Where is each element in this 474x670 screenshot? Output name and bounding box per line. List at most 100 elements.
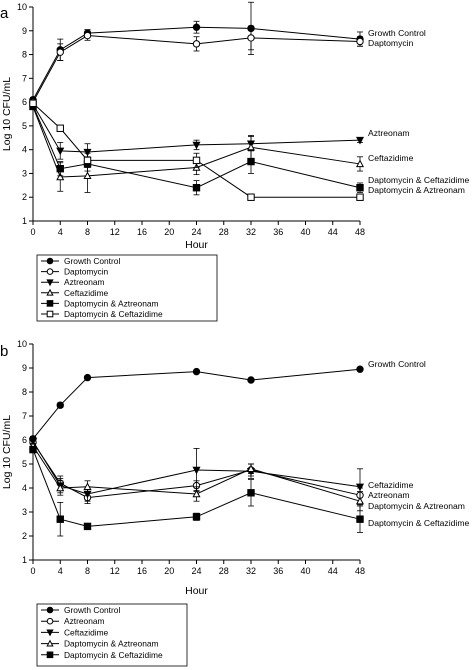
panel-b-x-tick-label: 8	[85, 566, 90, 576]
panel-b-y-tick-label: 1	[22, 555, 27, 565]
panel-a-series-daptomycin-and-ceftazidime	[29, 99, 364, 201]
panel-a-legend-label-aztreonam: Aztreonam	[64, 277, 105, 287]
panel-a-series-growth-control	[29, 1, 364, 104]
panel-b-x-tick-label: 44	[328, 566, 338, 576]
panel-a-end-label-daptomycin-and-ceftazidime: Daptomycin & Ceftazidime	[368, 175, 469, 185]
panel-a-x-tick-label: 28	[219, 227, 229, 237]
panel-a-end-label-ceftazidime: Ceftazidime	[368, 153, 414, 163]
panel-b-legend-marker-growth-control	[46, 606, 54, 614]
panel-a-point-ceftazidime	[246, 142, 256, 151]
panel-a-legend-marker-daptomycin-and-ceftazidime	[46, 310, 54, 318]
panel-a-y-tick-label: 4	[22, 145, 27, 155]
panel-b-legend-marker-ceftazidime	[46, 629, 54, 637]
panel-b-x-tick-label: 48	[355, 566, 365, 576]
panel-a-end-label-growth-control: Growth Control	[368, 28, 426, 38]
panel-b-x-tick-label: 12	[110, 566, 120, 576]
panel-b-point-growth-control	[356, 365, 364, 373]
panel-a-point-daptomycin	[192, 40, 201, 48]
panel-a-x-tick-label: 16	[137, 227, 147, 237]
panel-a-point-daptomycin-and-ceftazidime	[192, 156, 201, 165]
panel-b-y-tick-label: 3	[22, 507, 27, 517]
panel-a-x-tick-label: 20	[164, 227, 174, 237]
panel-a-point-daptomycin	[56, 48, 64, 56]
panel-a-point-ceftazidime	[83, 171, 92, 180]
panel-b-series-daptomycin-and-ceftazidime	[29, 445, 364, 537]
panel-b-point-growth-control	[83, 373, 92, 382]
panel-a-line-aztreonam	[32, 104, 361, 153]
panel-a-point-daptomycin-and-ceftazidime	[83, 156, 92, 165]
panel-a-x-tick-label: 4	[58, 227, 63, 237]
panel-a-x-tick-label: 36	[273, 227, 283, 237]
panel-a-legend-label-daptomycin: Daptomycin	[64, 267, 109, 277]
panel-b-y-tick-label: 8	[22, 387, 27, 397]
panel-b-x-tick-label: 28	[219, 566, 229, 576]
panel-a-x-tick-label: 44	[328, 227, 338, 237]
panel-b-x-tick-label: 32	[246, 566, 256, 576]
panel-a-line-daptomycin	[32, 35, 361, 103]
panel-b-legend-marker-aztreonam	[46, 617, 54, 625]
panel-b-end-label-daptomycin-and-aztreonam: Daptomycin & Aztreonam	[368, 501, 465, 511]
panel-a-point-daptomycin	[356, 37, 364, 46]
panel-b-x-tick-label: 40	[300, 566, 310, 576]
panel-a-y-tick-label: 5	[22, 121, 27, 131]
panel-b-x-tick-label: 16	[137, 566, 147, 576]
panel-a-x-tick-label: 40	[300, 227, 310, 237]
panel-b-point-daptomycin-and-ceftazidime	[356, 515, 364, 523]
panel-b-legend-label-growth-control: Growth Control	[64, 605, 120, 615]
panel-b-end-label-growth-control: Growth Control	[368, 359, 426, 369]
panel-a-y-tick-label: 3	[22, 168, 27, 178]
panel-a-y-tick-label: 8	[22, 50, 27, 60]
panel-a-point-daptomycin-and-aztreonam	[356, 184, 364, 192]
panel-b-x-axis-title: Hour	[185, 585, 208, 597]
panel-a-letter: a	[0, 5, 9, 22]
panel-a-legend-box	[36, 254, 218, 322]
panel-a-legend-label-daptomycin-and-aztreonam: Daptomycin & Aztreonam	[64, 298, 159, 308]
panel-b-y-tick-label: 2	[22, 531, 27, 541]
panel-a-end-label-daptomycin-and-aztreonam: Daptomycin & Aztreonam	[368, 185, 465, 195]
panel-a-y-tick-label: 10	[17, 2, 27, 12]
panel-b-end-label-daptomycin-and-ceftazidime: Daptomycin & Ceftazidime	[368, 518, 469, 528]
panel-b-legend-box	[36, 603, 188, 667]
panel-a-point-daptomycin-and-aztreonam	[56, 164, 64, 173]
panel-a-point-daptomycin-and-aztreonam	[192, 184, 201, 192]
panel-b-point-daptomycin-and-ceftazidime	[192, 513, 201, 521]
panel-a-point-ceftazidime	[355, 159, 365, 168]
panel-a-point-daptomycin	[83, 31, 92, 40]
panel-b-point-daptomycin-and-ceftazidime	[56, 515, 64, 523]
panel-a-x-axis-title: Hour	[185, 239, 208, 251]
panel-a-line-daptomycin-and-ceftazidime	[32, 102, 360, 198]
panel-b-y-tick-label: 9	[22, 363, 27, 373]
panel-b-y-tick-label: 6	[22, 435, 27, 445]
panel-a-line-daptomycin-and-aztreonam	[32, 105, 361, 189]
panel-b: b0 4 8 12 16 20 24 28 32 36 40 44 4812345678910HourL…	[0, 339, 469, 667]
panel-a-end-label-daptomycin: Daptomycin	[368, 38, 414, 48]
panel-a-x-tick-label: 48	[355, 227, 365, 237]
panel-b-point-daptomycin-and-aztreonam	[56, 483, 65, 492]
panel-b-point-daptomycin-and-aztreonam	[246, 464, 256, 473]
panel-b-series-growth-control	[29, 365, 364, 443]
panel-a-legend-label-daptomycin-and-ceftazidime: Daptomycin & Ceftazidime	[64, 309, 163, 319]
panel-b-point-daptomycin-and-ceftazidime	[29, 445, 37, 454]
panel-a-legend-marker-daptomycin	[46, 268, 54, 275]
panel-b-x-tick-label: 24	[191, 566, 201, 576]
panel-a-legend-marker-growth-control	[46, 257, 54, 265]
panel-b-point-ceftazidime	[355, 483, 365, 492]
panel-b-point-ceftazidime	[28, 437, 38, 446]
panel-b-point-daptomycin-and-aztreonam	[83, 482, 92, 491]
panel-a-legend-marker-daptomycin-and-aztreonam	[46, 300, 54, 307]
panel-b-legend-marker-daptomycin-and-ceftazidime	[46, 651, 54, 659]
panel-b-legend-marker-daptomycin-and-aztreonam	[46, 639, 54, 647]
panel-a-legend: Growth ControlDaptomycinAztreonamCeftazi…	[36, 254, 218, 322]
panel-a-point-ceftazidime	[56, 172, 65, 181]
panel-b-point-daptomycin-and-ceftazidime	[247, 489, 255, 497]
panel-b-point-daptomycin-and-ceftazidime	[83, 522, 92, 531]
panel-b-point-growth-control	[247, 376, 255, 384]
panel-a-legend-marker-ceftazidime	[46, 288, 54, 296]
panel-b-y-tick-label: 10	[17, 339, 27, 349]
panel-b-point-daptomycin-and-aztreonam	[192, 489, 201, 498]
panel-a-line-growth-control	[32, 26, 361, 100]
panel-a-legend-marker-aztreonam	[46, 279, 54, 287]
panel-b-point-growth-control	[192, 367, 201, 376]
panel-a-point-daptomycin	[247, 34, 255, 42]
panel-a-line-ceftazidime	[32, 106, 361, 178]
